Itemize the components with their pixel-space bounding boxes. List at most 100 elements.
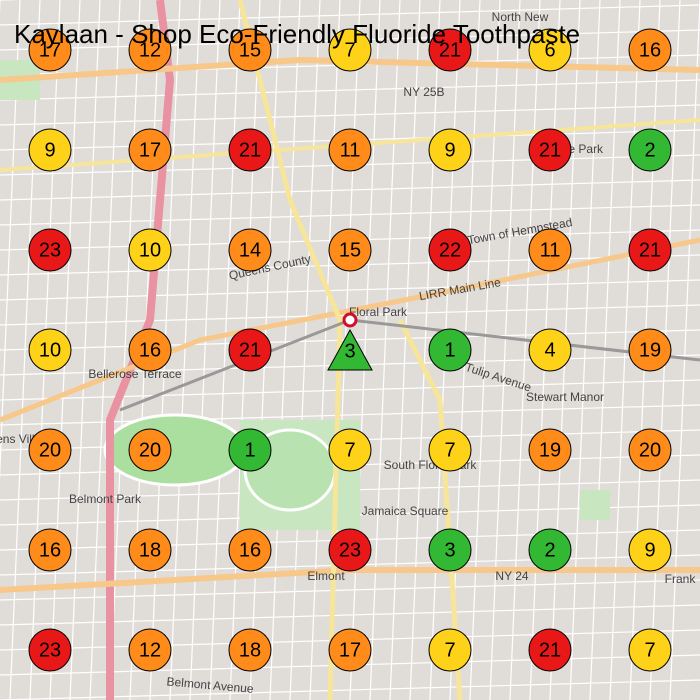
marker-label: 9 (644, 539, 655, 561)
marker-label: 3 (444, 539, 455, 561)
marker-label: 10 (39, 339, 61, 361)
circle-marker (228, 528, 272, 572)
marker-label: 17 (39, 39, 61, 61)
marker-label: 2 (544, 539, 555, 561)
circle-marker (28, 228, 72, 272)
street (0, 79, 700, 101)
marker-label: 18 (139, 539, 161, 561)
circle-marker (528, 328, 572, 372)
circle-marker (328, 428, 372, 472)
map-title: Kaylaan - Shop Eco-Friendly Fluoride Too… (14, 19, 580, 49)
street (389, 0, 421, 700)
marker-label: 21 (639, 239, 661, 261)
marker-label: 21 (439, 39, 461, 61)
circle-marker (128, 128, 172, 172)
marker-label: 1 (244, 439, 255, 461)
circle-marker (428, 28, 472, 72)
marker-label: 4 (544, 339, 555, 361)
circle-marker (128, 428, 172, 472)
marker-label: 16 (39, 539, 61, 561)
marker-label: 12 (139, 639, 161, 661)
marker-label: 11 (340, 139, 361, 161)
circle-marker (228, 428, 272, 472)
street (9, 0, 41, 700)
marker-label: 16 (139, 339, 161, 361)
circle-marker (328, 628, 372, 672)
circle-marker (28, 628, 72, 672)
location-pin (342, 312, 358, 328)
marker-label: 21 (539, 139, 561, 161)
circle-marker (328, 128, 372, 172)
circle-marker (428, 128, 472, 172)
circle-marker (528, 428, 572, 472)
marker-label: 7 (344, 439, 355, 461)
circle-marker (628, 28, 672, 72)
circle-marker (28, 528, 72, 572)
street (0, 179, 700, 201)
street (489, 0, 521, 700)
marker-label: 14 (239, 239, 261, 261)
circle-marker (328, 528, 372, 572)
marker-label: 15 (339, 239, 361, 261)
marker-label: 21 (239, 339, 261, 361)
street (309, 0, 341, 700)
street (169, 0, 201, 700)
circle-marker (628, 228, 672, 272)
circle-marker (428, 328, 472, 372)
marker-label: 1 (444, 339, 455, 361)
marker-label: 3 (344, 340, 355, 362)
circle-marker (528, 528, 572, 572)
marker-label: 23 (39, 239, 61, 261)
circle-marker (228, 128, 272, 172)
street (209, 0, 241, 700)
street (509, 0, 541, 700)
marker-label: 23 (39, 639, 61, 661)
circle-marker (228, 328, 272, 372)
place-label: Jamaica Square (362, 504, 449, 518)
circle-marker (628, 128, 672, 172)
street (409, 0, 441, 700)
circle-marker (28, 328, 72, 372)
marker-label: 20 (139, 439, 161, 461)
marker-label: 21 (239, 139, 261, 161)
street (0, 679, 700, 700)
marker-label: 7 (444, 639, 455, 661)
circle-marker (128, 528, 172, 572)
marker-label: 18 (239, 639, 261, 661)
circle-marker (328, 28, 372, 72)
place-label: NY 25B (403, 85, 444, 99)
circle-marker (628, 428, 672, 472)
street (0, 579, 700, 601)
circle-marker (528, 28, 572, 72)
marker-label: 9 (44, 139, 55, 161)
circle-marker (528, 228, 572, 272)
circle-marker (528, 128, 572, 172)
marker-label: 20 (39, 439, 61, 461)
marker-label: 16 (239, 539, 261, 561)
place-label: North New (492, 10, 549, 24)
street (0, 204, 700, 226)
marker-label: 21 (539, 639, 561, 661)
circle-marker (428, 628, 472, 672)
marker-label: 23 (339, 539, 361, 561)
circle-marker (28, 428, 72, 472)
circle-marker (28, 128, 72, 172)
street (469, 0, 501, 700)
circle-marker (128, 628, 172, 672)
street (0, 404, 700, 426)
circle-marker (528, 628, 572, 672)
circle-marker (128, 28, 172, 72)
marker-label: 17 (339, 639, 361, 661)
marker-label: 16 (639, 39, 661, 61)
street (0, 279, 700, 301)
marker-label: 12 (139, 39, 161, 61)
circle-marker (28, 28, 72, 72)
street (0, 604, 700, 626)
circle-marker (628, 328, 672, 372)
street (189, 0, 221, 700)
circle-marker (628, 528, 672, 572)
street (289, 0, 321, 700)
marker-label: 7 (644, 639, 655, 661)
